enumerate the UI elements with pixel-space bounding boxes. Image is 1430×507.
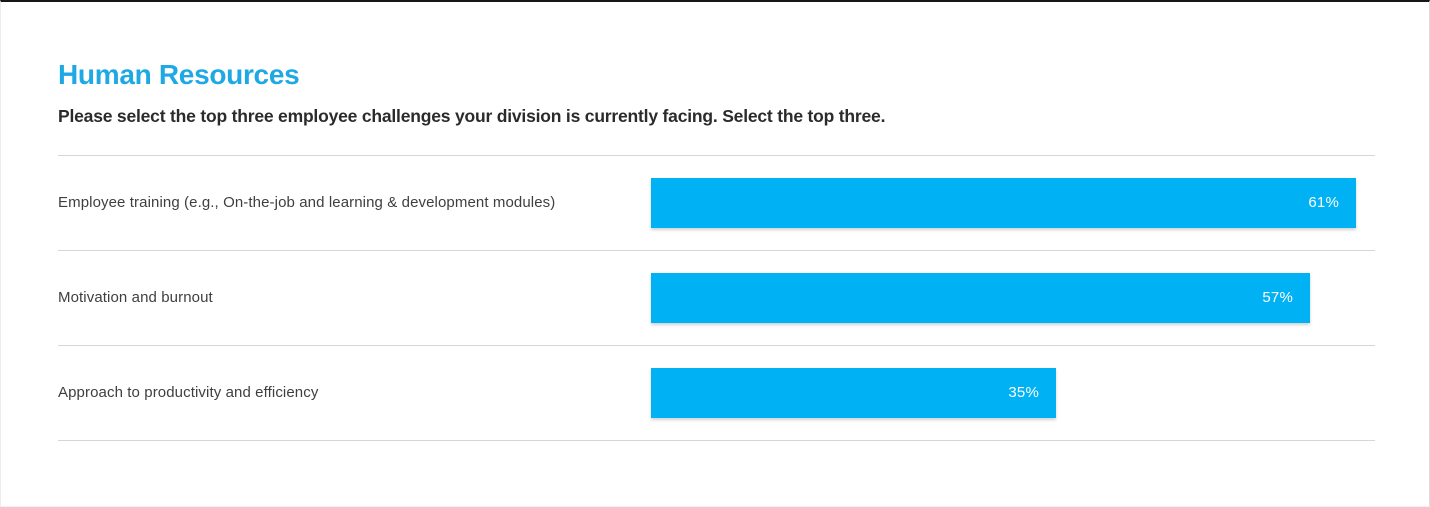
bar: 57% (651, 272, 1310, 323)
category-label: Motivation and burnout (58, 289, 213, 307)
bar-row: Motivation and burnout 57% (58, 251, 1375, 346)
page-title: Human Resources (58, 59, 300, 90)
category-label: Approach to productivity and efficiency (58, 384, 319, 402)
bar-track: 57% (651, 272, 1375, 323)
bar-chart: Employee training (e.g., On-the-job and … (58, 154, 1375, 441)
bar-row: Approach to productivity and efficiency … (58, 346, 1375, 441)
bar-value-label: 35% (1008, 384, 1039, 402)
bar-track: 61% (651, 177, 1375, 228)
bar: 61% (651, 177, 1356, 228)
page-container: Human Resources Please select the top th… (1, 2, 1429, 441)
bar-value-label: 61% (1308, 194, 1339, 212)
bar-row: Employee training (e.g., On-the-job and … (58, 156, 1375, 251)
bar: 35% (651, 367, 1056, 418)
survey-question-text: Please select the top three employee cha… (58, 105, 886, 126)
category-label: Employee training (e.g., On-the-job and … (58, 194, 556, 212)
bar-value-label: 57% (1262, 289, 1293, 307)
bar-track: 35% (651, 367, 1375, 418)
